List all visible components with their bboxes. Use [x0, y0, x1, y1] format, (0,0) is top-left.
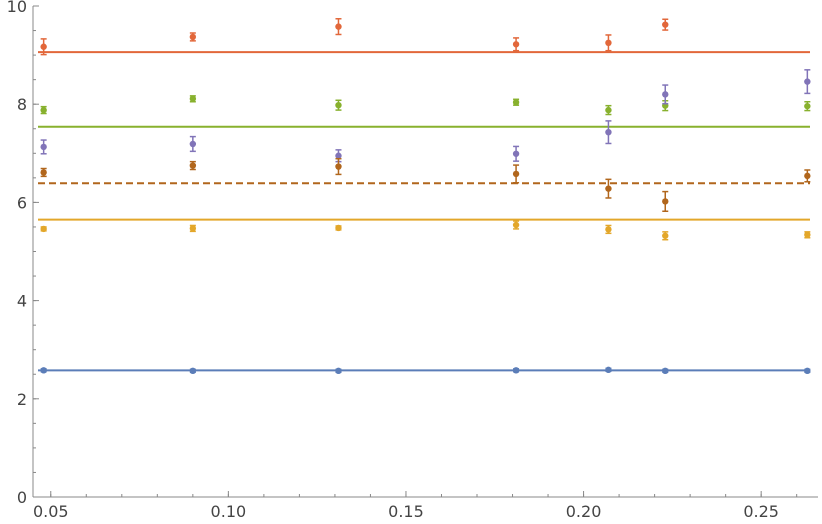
point-marker: [189, 33, 197, 41]
point-marker: [662, 367, 669, 375]
y-tick-label: 2: [17, 390, 27, 409]
data-point: [512, 145, 520, 162]
data-point: [335, 224, 342, 232]
point-marker: [605, 366, 612, 374]
point-marker: [335, 163, 342, 170]
data-point: [40, 167, 47, 178]
point-marker: [662, 198, 669, 205]
point-marker: [662, 91, 669, 98]
point-marker: [662, 232, 669, 239]
data-point: [804, 231, 811, 239]
data-point: [804, 367, 811, 375]
x-tick-label: 0.10: [211, 502, 247, 521]
point-marker: [335, 23, 342, 30]
point-marker: [40, 169, 47, 176]
point-marker: [605, 185, 612, 192]
point-marker: [189, 367, 197, 375]
data-point: [605, 120, 612, 145]
tick-labels: 0.05 0.10 0.15 0.20 0.25 0 2 4 6 8 10: [7, 0, 779, 521]
point-marker: [335, 101, 342, 109]
point-marker: [804, 231, 811, 239]
y-tick-label: 0: [17, 488, 27, 507]
point-marker: [189, 95, 197, 102]
data-point: [512, 220, 520, 230]
x-tick-label: 0.20: [566, 502, 602, 521]
data-point: [40, 38, 47, 56]
data-point: [40, 367, 47, 374]
point-marker: [40, 367, 47, 374]
data-point: [605, 104, 612, 116]
fit-lines: [38, 51, 810, 372]
point-marker: [335, 367, 342, 375]
data-point: [804, 169, 811, 183]
data-point: [804, 69, 811, 95]
point-marker: [512, 221, 520, 229]
point-marker: [804, 367, 811, 375]
y-tick-label: 4: [17, 292, 27, 311]
data-point: [189, 135, 197, 153]
axes: [32, 5, 818, 498]
point-marker: [512, 170, 520, 178]
data-point: [605, 178, 612, 199]
data-point: [189, 160, 197, 171]
x-tick-label: 0.15: [388, 502, 424, 521]
data-point: [605, 224, 612, 235]
point-marker: [512, 99, 520, 106]
data-point: [662, 18, 669, 31]
data-point: [662, 190, 669, 212]
point-marker: [189, 162, 197, 169]
point-marker: [662, 21, 669, 28]
point-marker: [335, 224, 342, 232]
point-marker: [804, 102, 811, 110]
point-marker: [512, 41, 520, 48]
data-point: [662, 84, 669, 105]
point-marker: [605, 106, 612, 114]
y-tick-label: 6: [17, 193, 27, 212]
data-point: [605, 34, 612, 52]
data-point: [335, 99, 342, 111]
y-tick-label: 10: [7, 0, 27, 16]
data-point: [605, 366, 612, 374]
data-point: [662, 367, 669, 375]
data-point: [512, 98, 520, 106]
point-marker: [804, 172, 811, 180]
point-marker: [605, 128, 612, 136]
data-points: [40, 18, 811, 375]
point-marker: [40, 225, 47, 233]
data-point: [335, 18, 342, 36]
data-point: [189, 95, 197, 103]
data-point: [335, 157, 342, 176]
point-marker: [40, 106, 47, 114]
point-marker: [189, 140, 197, 148]
data-point: [40, 225, 47, 233]
point-marker: [40, 43, 47, 50]
data-point: [189, 224, 197, 233]
point-marker: [335, 152, 342, 159]
data-point: [189, 367, 197, 375]
point-marker: [605, 39, 612, 47]
data-point: [512, 37, 520, 52]
x-tick-label: 0.05: [33, 502, 69, 521]
data-point: [189, 32, 197, 42]
point-marker: [40, 143, 47, 151]
point-marker: [605, 226, 612, 233]
data-point: [40, 105, 47, 115]
point-marker: [512, 150, 520, 157]
point-marker: [804, 78, 811, 85]
data-point: [335, 367, 342, 375]
data-point: [512, 367, 520, 374]
data-point: [512, 164, 520, 184]
y-tick-label: 8: [17, 95, 27, 114]
x-tick-label: 0.25: [743, 502, 779, 521]
data-point: [40, 139, 47, 155]
point-marker: [189, 225, 197, 232]
data-point: [804, 100, 811, 112]
data-point: [662, 231, 669, 241]
point-marker: [512, 367, 520, 374]
